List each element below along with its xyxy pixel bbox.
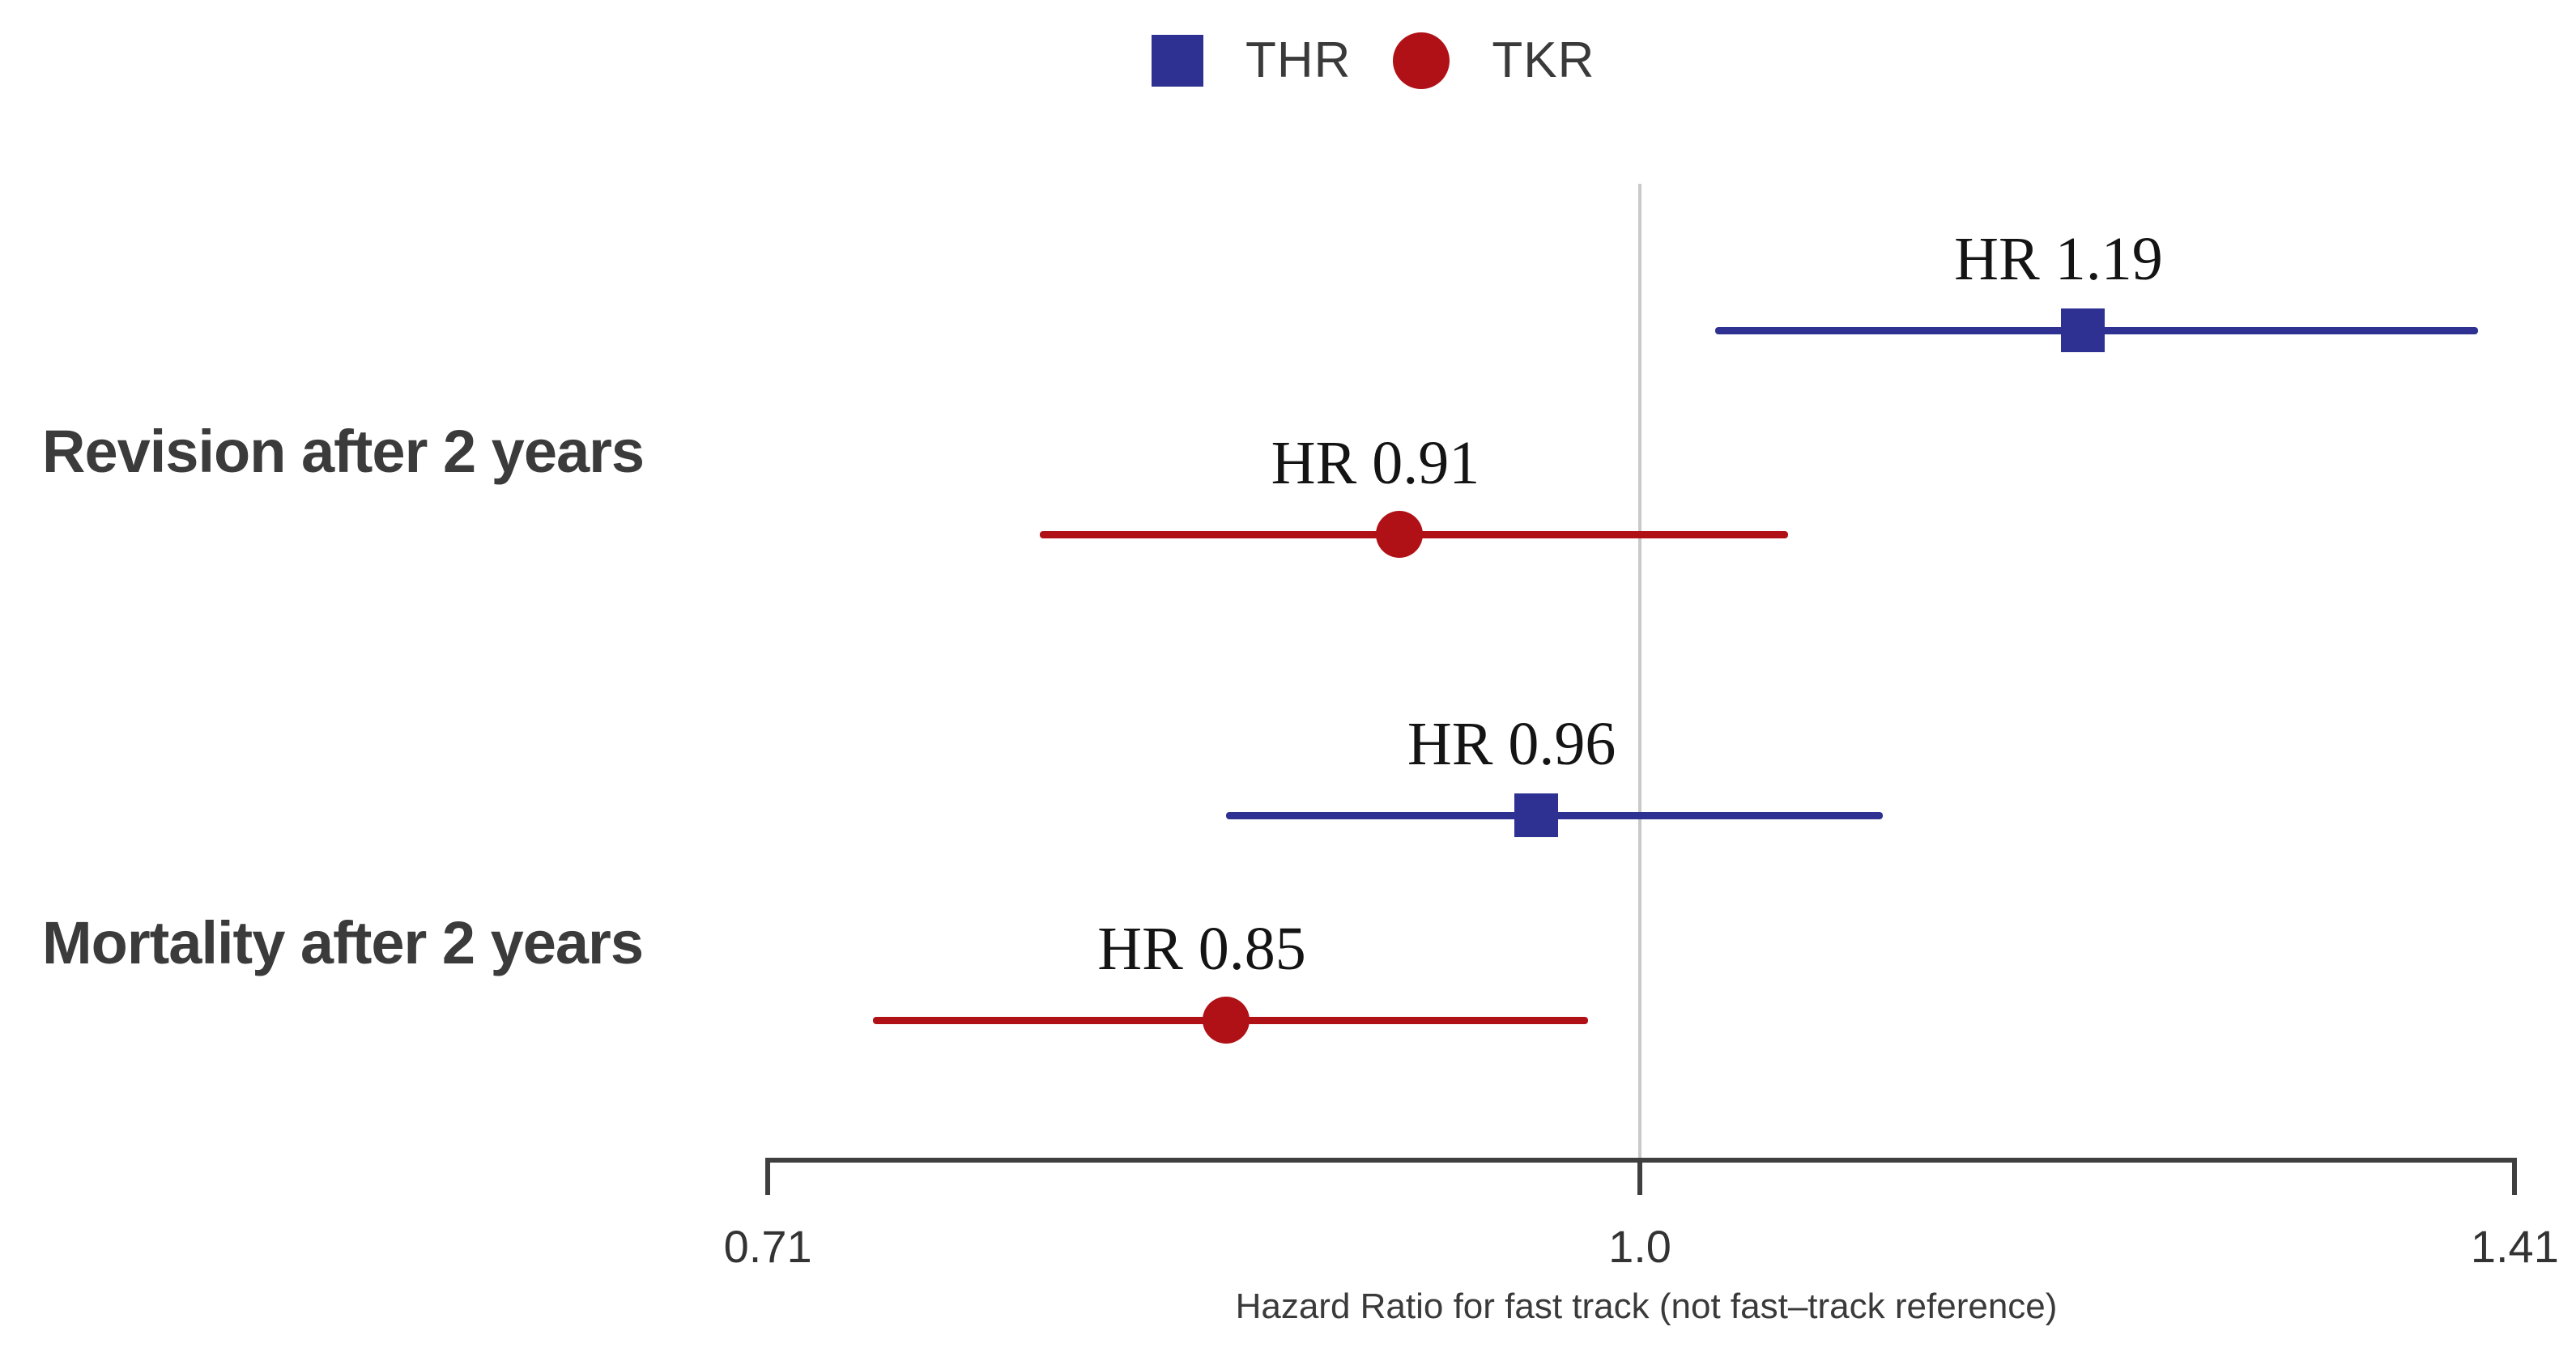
hr-value-label: HR 0.96 xyxy=(1407,710,1616,778)
thr-point-marker xyxy=(1514,793,1558,837)
x-axis-tick-label: 0.71 xyxy=(723,1221,812,1272)
legend-label-tkr: TKR xyxy=(1492,32,1595,88)
hr-value-label: HR 0.85 xyxy=(1097,915,1306,983)
legend-label-thr: THR xyxy=(1245,32,1352,88)
x-axis-tick-label: 1.0 xyxy=(1608,1221,1671,1272)
x-axis-title: Hazard Ratio for fast track (not fast–tr… xyxy=(1235,1286,2058,1326)
x-axis-tick xyxy=(1637,1159,1642,1195)
legend: THR TKR xyxy=(1152,32,1595,89)
hr-value-label: HR 0.91 xyxy=(1271,429,1480,497)
tkr-point-marker xyxy=(1376,511,1424,558)
group-label: Revision after 2 years xyxy=(42,418,645,485)
thr-point-marker xyxy=(2060,308,2105,352)
x-axis-tick xyxy=(2512,1159,2518,1195)
x-axis-tick-label: 1.41 xyxy=(2470,1221,2559,1272)
legend-tkr-circle-icon xyxy=(1393,32,1450,89)
group-label: Mortality after 2 years xyxy=(42,909,644,976)
tkr-point-marker xyxy=(1202,997,1250,1044)
legend-thr-square-icon xyxy=(1152,35,1203,87)
reference-line xyxy=(1638,184,1641,1160)
hr-value-label: HR 1.19 xyxy=(1954,225,2163,293)
x-axis-tick xyxy=(765,1159,771,1195)
